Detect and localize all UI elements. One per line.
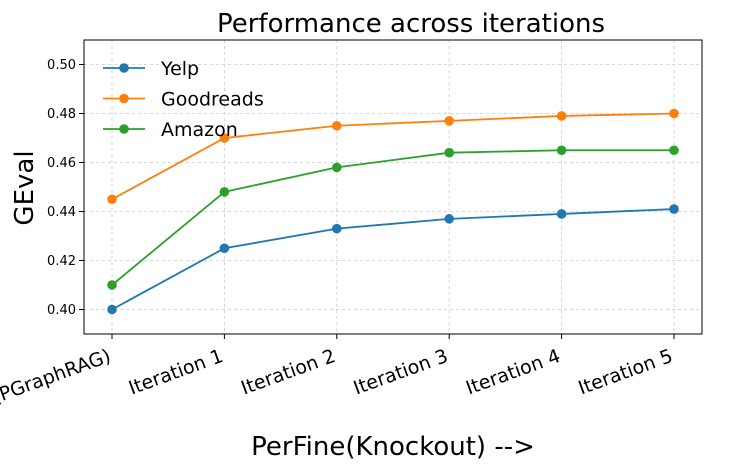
data-point	[669, 204, 679, 214]
data-point	[669, 108, 679, 119]
data-point	[444, 116, 455, 126]
y-axis-label: GEval	[10, 150, 40, 225]
y-tick-label: 0.42	[47, 254, 76, 269]
legend-marker	[119, 93, 129, 104]
data-point	[107, 280, 117, 290]
y-axis: 0.40 0.42 0.44 0.46 0.48 0.50	[47, 58, 84, 318]
legend-marker	[119, 63, 129, 73]
y-tick-label: 0.50	[47, 58, 76, 73]
data-point	[107, 304, 117, 315]
data-point	[556, 111, 567, 121]
legend-item: Amazon	[103, 119, 238, 141]
legend-label: Yelp	[160, 58, 199, 80]
series-layer	[107, 108, 679, 315]
series-line	[111, 149, 674, 286]
data-point	[556, 145, 567, 156]
legend-label: Goodreads	[161, 89, 264, 111]
y-tick-label: 0.44	[47, 205, 76, 220]
data-point	[332, 120, 342, 131]
series-yelp	[107, 204, 679, 315]
data-point	[444, 214, 455, 224]
y-tick-label: 0.46	[47, 156, 76, 171]
x-tick-label: Base(PGraphRAG)	[0, 345, 114, 424]
series-amazon	[107, 145, 679, 290]
y-tick-label: 0.48	[47, 107, 76, 122]
data-point	[332, 223, 342, 234]
data-point	[332, 162, 342, 173]
series-line	[111, 112, 675, 201]
data-point	[669, 145, 679, 156]
grid-layer	[84, 40, 702, 334]
chart-title: Performance across iterations	[217, 9, 605, 39]
series-goodreads	[107, 108, 679, 205]
legend-item: Goodreads	[103, 89, 264, 111]
x-tick-label: Iteration 1	[126, 345, 226, 399]
legend-marker	[119, 124, 129, 134]
x-tick-label: Iteration 5	[575, 345, 675, 399]
x-tick-label: Iteration 4	[463, 345, 563, 399]
series-line	[111, 208, 675, 311]
legend: Yelp Goodreads Amazon	[103, 58, 264, 141]
data-point	[107, 194, 117, 205]
y-tick-label: 0.40	[47, 303, 76, 318]
x-tick-label: Iteration 2	[238, 345, 338, 399]
data-point	[556, 209, 567, 219]
plot-frame	[83, 39, 703, 335]
data-point	[219, 133, 230, 143]
x-axis: Base(PGraphRAG) Iteration 1 Iteration 2 Ite…	[0, 334, 676, 424]
x-axis-label: PerFine(Knockout) -->	[251, 432, 535, 462]
x-tick-label: Iteration 3	[351, 345, 451, 399]
data-point	[444, 147, 455, 158]
legend-item: Yelp	[103, 58, 199, 80]
data-point	[219, 243, 230, 254]
legend-label: Amazon	[161, 119, 238, 141]
data-point	[219, 187, 230, 197]
